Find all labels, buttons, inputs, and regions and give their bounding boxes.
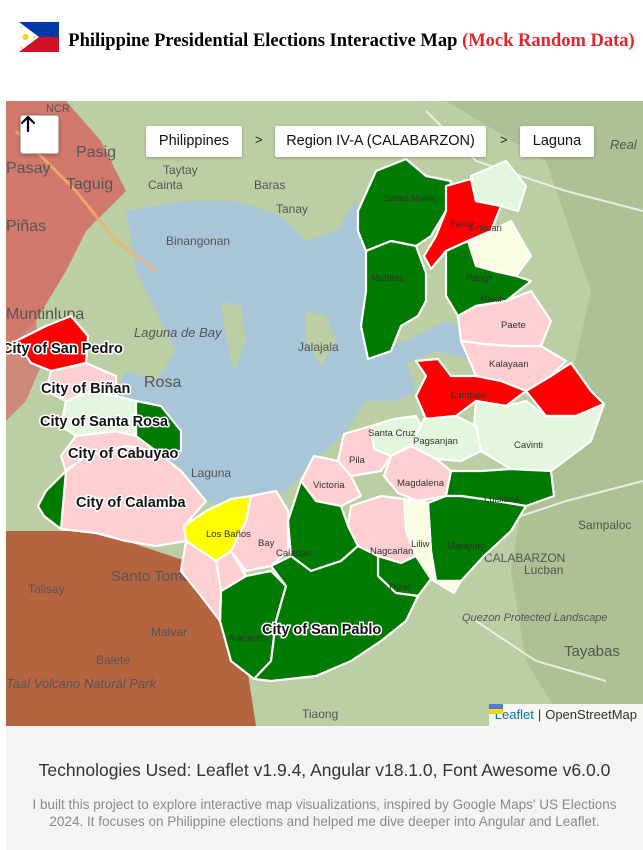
label-city-san-pablo: City of San Pablo [262,622,381,638]
laguna-de-bay [111,201,476,511]
label-famy: Famy [450,219,474,230]
bg-label-binangonan: Binangonan [166,234,230,248]
region-calamba-west[interactable] [36,469,68,531]
bg-label-pasay: Pasay [6,160,50,177]
region-famy[interactable] [469,159,528,213]
label-city-calamba: City of Calamba [76,495,187,511]
bg-label-calabarzon: CALABARZON [484,551,565,565]
label-magdalena: Magdalena [397,478,445,489]
leaflet-link[interactable]: Leaflet [494,707,534,722]
region-santa-maria[interactable] [356,157,453,253]
philippine-flag-icon [19,22,59,52]
ncr-area [6,101,126,351]
osm-attribution: OpenStreetMap [545,707,637,722]
bg-label-lucban: Lucban [524,563,563,577]
mock-data-note: (Mock Random Data) [462,31,635,51]
label-pagsanjan: Pagsanjan [413,436,458,447]
label-rizal: Rizal [389,582,410,593]
label-paete: Paete [501,320,526,331]
label-liliw: Liliw [411,539,430,550]
map-container[interactable]: NCR Pasig Pasay Taguig Piñas Cainta Tayt… [6,101,643,726]
bg-label-sampaloc: Sampaloc [578,518,631,532]
footer: Technologies Used: Leaflet v1.9.4, Angul… [6,726,643,850]
label-victoria: Victoria [313,480,345,491]
region-calamba[interactable] [42,444,248,593]
map-canvas[interactable]: NCR Pasig Pasay Taguig Piñas Cainta Tayt… [6,101,643,726]
page-title: Philippine Presidential Elections Intera… [64,29,639,53]
bg-label-pasig: Pasig [76,144,116,161]
label-city-santa-rosa: City of Santa Rosa [40,414,169,430]
technologies-used: Technologies Used: Leaflet v1.9.4, Angul… [38,760,611,780]
region-san-pablo[interactable] [252,544,420,683]
region-binan[interactable] [44,361,118,403]
label-city-binan: City of Biñan [41,381,130,397]
label-city-cabuyao: City of Cabuyao [68,446,179,462]
about-text: I built this project to explore interact… [32,797,617,829]
label-nagcarlan: Nagcarlan [370,546,413,557]
laguna-regions[interactable] [14,157,606,683]
label-lumban: Lumban [451,390,485,401]
bg-label-baras: Baras [254,178,285,192]
bg-label-balete: Balete [96,653,130,667]
label-santa-maria: Santa Maria [384,193,436,204]
bg-label-tiaong: Tiaong [302,707,338,721]
bg-label-tanay: Tanay [276,202,308,216]
header: Philippine Presidential Elections Intera… [0,0,643,101]
ukraine-flag-icon [488,704,503,714]
breadcrumb-region[interactable]: Region IV-A (CALABARZON) [275,126,486,157]
bg-label-talisay: Talisay [28,582,65,596]
bg-label-cainta: Cainta [148,178,183,192]
bg-label-ncr: NCR [46,103,70,115]
label-pila: Pila [349,455,366,466]
label-pakil: Pakil [481,294,502,305]
label-mabitac: Mabitac [371,273,405,284]
label-santa-cruz: Santa Cruz [368,428,416,439]
bg-label-taal: Taal Volcano Natural Park [6,676,158,691]
zoom-out-button[interactable] [20,115,59,154]
map-attribution: Leaflet | OpenStreetMap [488,704,643,726]
attribution-separator: | [537,707,542,722]
region-calamba-south[interactable] [179,539,223,623]
breadcrumb-separator: > [255,132,263,147]
label-los-banos: Los Baños [206,529,251,540]
breadcrumb-separator: > [500,132,508,147]
bg-label-santo-tomas: Santo Tomas [111,568,198,585]
bg-label-real: Real [610,137,638,152]
region-pakil[interactable] [444,239,533,318]
label-siniloan: Siniloan [468,223,502,234]
bg-label-taytay: Taytay [163,163,198,177]
label-calauan: Calauan [276,548,311,559]
label-kalayaan: Kalayaan [489,359,529,370]
breadcrumb-philippines[interactable]: Philippines [146,126,242,157]
bg-label-quezon-protected: Quezon Protected Landscape [462,612,608,624]
label-alaminos: Alaminos [228,633,267,644]
bg-label-tayabas: Tayabas [564,643,620,660]
label-pangil: Pangil [466,273,492,284]
label-majayjay: Majayjay [447,541,485,552]
label-city-san-pedro: City of San Pedro [6,341,123,357]
bg-label-laguna: Laguna [191,466,231,480]
arrow-up-icon [21,116,35,132]
label-cavinti: Cavinti [514,440,543,451]
bg-label-malvar: Malvar [151,625,187,639]
breadcrumb-province[interactable]: Laguna [520,126,594,157]
bg-label-taguig: Taguig [66,176,113,193]
bg-label-laguna-de-bay: Laguna de Bay [134,325,223,340]
region-san-pedro[interactable] [14,314,90,373]
region-mabitac[interactable] [359,239,428,361]
label-luisiana: Luisiana [484,494,520,505]
bg-label-rosa: Rosa [144,374,181,391]
bg-label-jalajala: Jalajala [298,340,339,354]
bg-label-pinas: Piñas [6,218,46,235]
title-text: Philippine Presidential Elections Intera… [68,31,458,51]
label-bay: Bay [258,538,275,549]
